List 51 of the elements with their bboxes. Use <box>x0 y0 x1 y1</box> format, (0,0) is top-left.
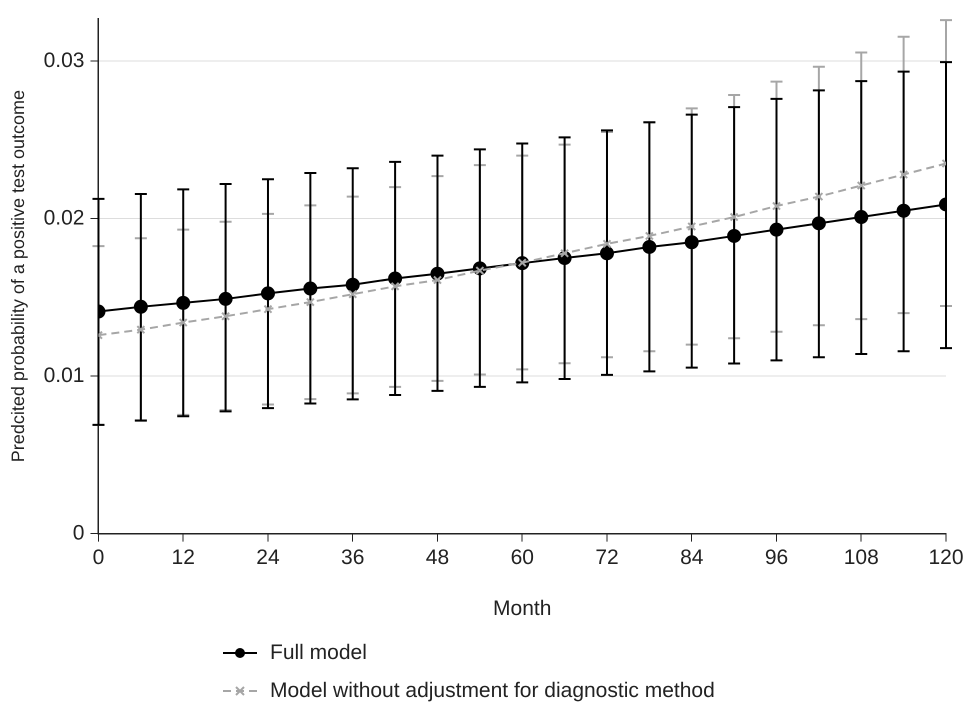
point <box>390 282 400 291</box>
point <box>388 271 402 286</box>
point <box>221 312 230 321</box>
point <box>814 192 824 202</box>
point <box>346 278 360 292</box>
point <box>176 296 190 310</box>
point <box>560 248 570 258</box>
point <box>134 300 148 314</box>
x-tick-label: 120 <box>928 546 964 569</box>
x-tick-label: 96 <box>764 546 788 569</box>
y-tick-label: 0 <box>72 521 84 544</box>
point <box>432 276 442 285</box>
x-tick-label: 24 <box>256 546 280 569</box>
y-tick-label: 0.01 <box>44 364 84 387</box>
point <box>218 292 233 306</box>
x-tick-label: 84 <box>680 546 704 569</box>
point <box>263 304 273 314</box>
point <box>600 246 614 260</box>
point <box>136 325 146 334</box>
point <box>812 216 826 230</box>
y-tick-label: 0.02 <box>44 206 84 230</box>
point <box>727 228 742 243</box>
y-tick-label: 0.03 <box>44 48 84 72</box>
point <box>856 181 866 190</box>
x-tick-label: 72 <box>595 546 619 569</box>
point <box>644 231 654 240</box>
x-axis-title: Month <box>493 597 552 620</box>
x-tick-label: 108 <box>844 546 879 569</box>
point <box>772 201 782 211</box>
y-axis-title: Predcited probability of a positive test outcome <box>8 90 28 462</box>
x-tick-label: 60 <box>510 546 534 569</box>
point <box>348 290 358 299</box>
point <box>642 240 656 254</box>
x-tick-label: 0 <box>92 546 104 569</box>
point <box>896 204 911 218</box>
legend-label: Full model <box>270 641 367 665</box>
point <box>730 212 739 222</box>
point <box>602 239 612 248</box>
point <box>687 222 696 232</box>
point <box>684 235 699 250</box>
legend-label: Model without adjustment for diagnostic method <box>270 679 715 703</box>
x-tick-label: 48 <box>426 546 450 569</box>
point <box>899 170 908 180</box>
point <box>769 222 784 237</box>
point <box>260 286 275 300</box>
x-tick-label: 36 <box>341 546 364 569</box>
point <box>303 282 318 296</box>
point <box>854 210 868 224</box>
point <box>306 298 315 307</box>
x-tick-label: 12 <box>172 546 195 569</box>
point <box>178 318 188 328</box>
